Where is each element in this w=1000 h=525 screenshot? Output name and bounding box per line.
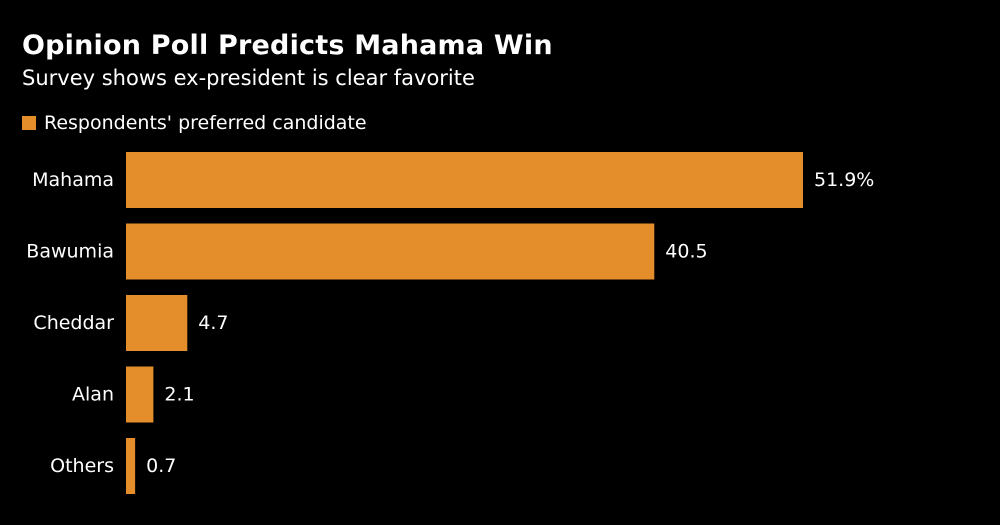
category-label-others: Others — [50, 455, 114, 477]
value-label-bawumia: 40.5 — [665, 241, 707, 263]
category-label-mahama: Mahama — [32, 169, 114, 191]
bar-others — [126, 438, 136, 494]
legend-swatch — [22, 116, 36, 130]
chart-subtitle: Survey shows ex-president is clear favor… — [22, 66, 475, 90]
legend-label: Respondents' preferred candidate — [44, 112, 367, 134]
chart-title: Opinion Poll Predicts Mahama Win — [22, 30, 553, 61]
value-label-alan: 2.1 — [164, 384, 194, 406]
value-label-others: 0.7 — [146, 455, 176, 477]
legend: Respondents' preferred candidate — [22, 110, 367, 136]
category-label-bawumia: Bawumia — [26, 241, 114, 263]
value-label-mahama: 51.9% — [814, 169, 874, 191]
bar-bawumia — [126, 223, 655, 280]
bar-cheddar — [126, 295, 188, 351]
bar-mahama — [126, 152, 803, 208]
category-label-alan: Alan — [72, 384, 114, 406]
value-label-cheddar: 4.7 — [198, 312, 228, 334]
category-label-cheddar: Cheddar — [33, 312, 114, 334]
bar-alan — [126, 366, 154, 423]
